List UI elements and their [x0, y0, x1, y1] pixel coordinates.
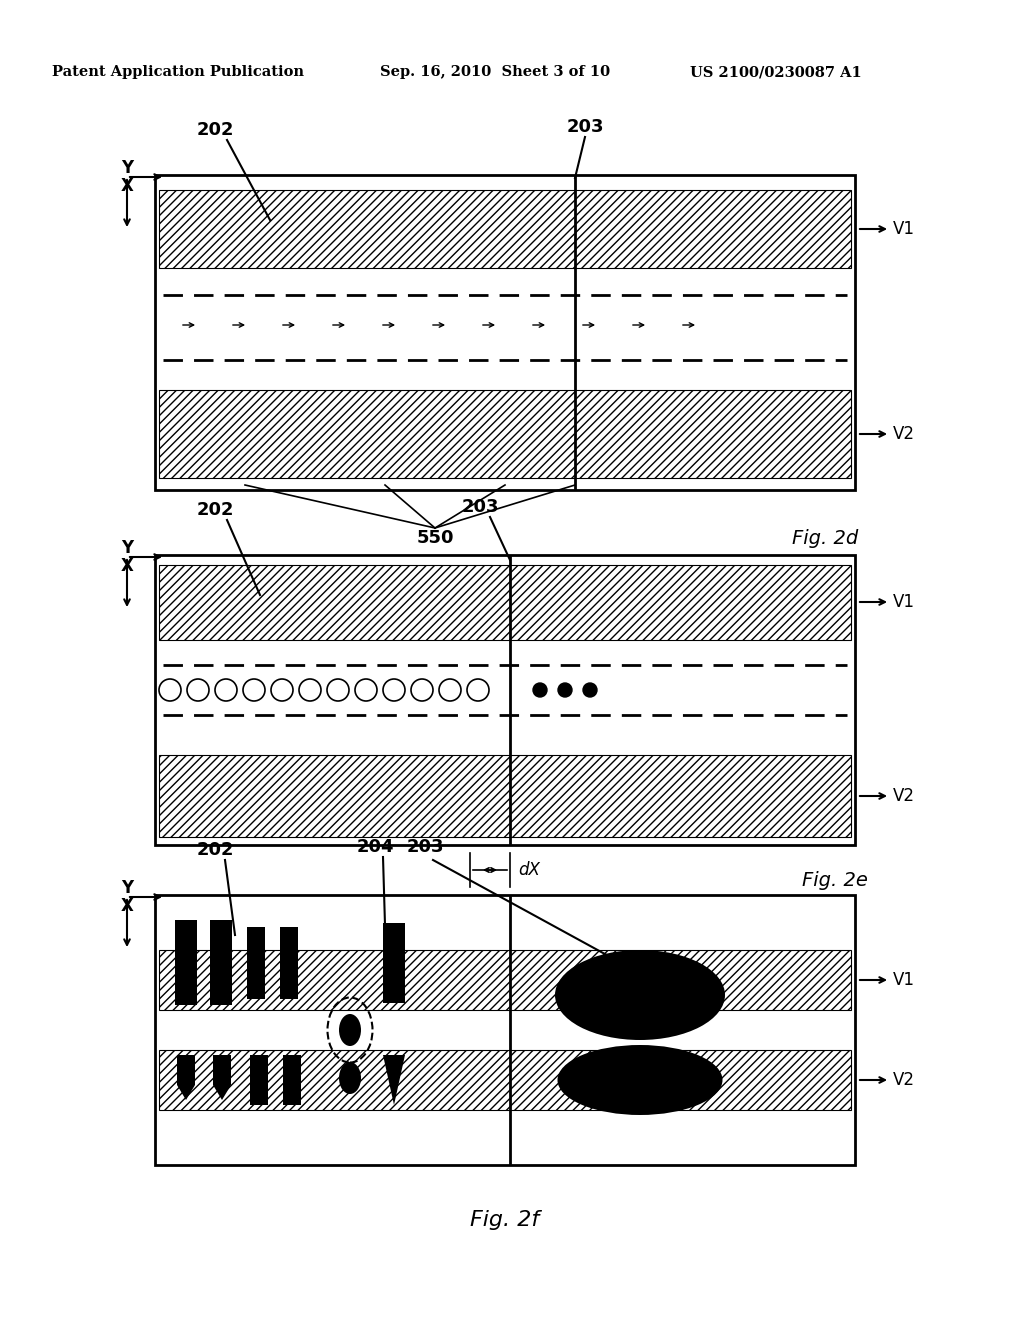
- Text: US 2100/0230087 A1: US 2100/0230087 A1: [690, 65, 862, 79]
- Bar: [159, 190, 851, 268]
- Text: dX: dX: [518, 861, 540, 879]
- Ellipse shape: [339, 1063, 361, 1094]
- Circle shape: [187, 678, 209, 701]
- Circle shape: [243, 678, 265, 701]
- Circle shape: [467, 678, 489, 701]
- Bar: [383, 923, 406, 1003]
- Text: Patent Application Publication: Patent Application Publication: [52, 65, 304, 79]
- Text: 204: 204: [356, 838, 394, 855]
- Bar: [280, 927, 298, 999]
- Circle shape: [558, 682, 572, 697]
- Text: V2: V2: [893, 1071, 915, 1089]
- Ellipse shape: [339, 1014, 361, 1045]
- Text: X: X: [121, 898, 133, 915]
- Text: Sep. 16, 2010  Sheet 3 of 10: Sep. 16, 2010 Sheet 3 of 10: [380, 65, 610, 79]
- Text: V1: V1: [893, 593, 915, 611]
- Text: Fig. 2e: Fig. 2e: [802, 870, 868, 890]
- Circle shape: [159, 678, 181, 701]
- Bar: [159, 565, 851, 640]
- Bar: [159, 389, 851, 478]
- Bar: [159, 755, 851, 837]
- Text: Fig. 2d: Fig. 2d: [792, 528, 858, 548]
- Circle shape: [439, 678, 461, 701]
- Bar: [175, 920, 197, 1005]
- Text: 203: 203: [461, 498, 499, 516]
- Circle shape: [583, 682, 597, 697]
- Bar: [155, 554, 855, 845]
- Text: Fig. 2f: Fig. 2f: [470, 1210, 540, 1230]
- Text: V2: V2: [893, 425, 915, 444]
- Text: V2: V2: [893, 787, 915, 805]
- Text: V1: V1: [893, 972, 915, 989]
- Circle shape: [299, 678, 321, 701]
- Text: 202: 202: [197, 121, 233, 139]
- Text: V1: V1: [893, 220, 915, 238]
- Bar: [155, 176, 855, 490]
- Text: 202: 202: [197, 841, 233, 859]
- Ellipse shape: [557, 1045, 723, 1115]
- Text: Y: Y: [121, 539, 133, 557]
- Circle shape: [411, 678, 433, 701]
- Text: X: X: [121, 177, 133, 195]
- Polygon shape: [177, 1055, 195, 1100]
- Bar: [283, 1055, 301, 1105]
- Bar: [159, 950, 851, 1010]
- Bar: [247, 927, 265, 999]
- Text: X: X: [121, 557, 133, 576]
- Circle shape: [383, 678, 406, 701]
- Circle shape: [327, 678, 349, 701]
- Bar: [210, 920, 232, 1005]
- Bar: [250, 1055, 268, 1105]
- Polygon shape: [213, 1055, 231, 1100]
- Bar: [155, 895, 855, 1166]
- Circle shape: [271, 678, 293, 701]
- Bar: [159, 1049, 851, 1110]
- Circle shape: [534, 682, 547, 697]
- Text: 202: 202: [197, 502, 233, 519]
- Text: Y: Y: [121, 158, 133, 177]
- Circle shape: [215, 678, 237, 701]
- Text: 203: 203: [407, 838, 443, 855]
- Text: 203: 203: [566, 117, 604, 136]
- Text: Y: Y: [121, 879, 133, 898]
- Ellipse shape: [555, 950, 725, 1040]
- Circle shape: [355, 678, 377, 701]
- Text: 550: 550: [416, 529, 454, 546]
- Polygon shape: [383, 1055, 406, 1105]
